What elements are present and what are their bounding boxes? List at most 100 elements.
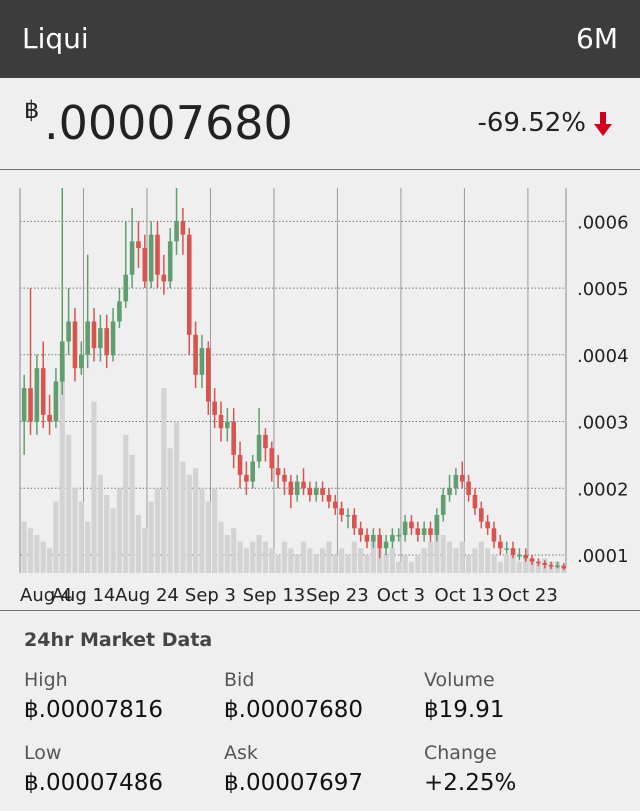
- candle-body: [301, 481, 306, 489]
- candle-body: [199, 348, 205, 375]
- candle-body: [504, 548, 509, 550]
- market-stat: Bid ฿.00007680: [224, 669, 424, 723]
- volume-bar: [504, 554, 510, 573]
- candle-body: [28, 388, 33, 422]
- volume-bar: [453, 548, 459, 573]
- volume-bar: [34, 534, 40, 573]
- range-button[interactable]: 6M: [576, 22, 618, 55]
- y-tick-label: .0004: [577, 346, 629, 367]
- candle-body: [40, 368, 46, 415]
- volume-bar: [383, 554, 389, 573]
- volume-bar: [465, 554, 472, 573]
- volume-bar: [345, 554, 351, 573]
- candle-body: [339, 508, 344, 515]
- volume-bar: [180, 461, 186, 573]
- volume-bar: [459, 541, 465, 573]
- candle-body: [34, 368, 40, 422]
- candle-body: [21, 388, 27, 422]
- price-value: .00007680: [44, 96, 293, 150]
- volume-bar: [104, 494, 110, 573]
- candle-body: [294, 481, 300, 495]
- volume-bar: [427, 541, 434, 573]
- volume-bar: [535, 561, 542, 573]
- y-tick-label: .0003: [577, 413, 629, 434]
- volume-bar: [78, 501, 84, 573]
- volume-bar: [218, 521, 224, 573]
- candle-body: [352, 514, 357, 529]
- volume-bar: [142, 528, 148, 573]
- stat-label: Change: [424, 742, 497, 764]
- candle-body: [193, 334, 198, 375]
- volume-bar: [402, 554, 408, 573]
- candle-body: [212, 401, 217, 415]
- candle-body: [548, 564, 554, 567]
- candle-body: [510, 548, 516, 555]
- candle-body: [459, 474, 465, 482]
- stat-label: Low: [24, 742, 62, 764]
- stat-value: ฿19.91: [424, 697, 505, 723]
- candle-body: [282, 474, 287, 482]
- candle-body: [98, 328, 103, 349]
- volume-bar: [110, 508, 116, 573]
- x-tick-label: Aug 24: [115, 585, 179, 606]
- candle-body: [536, 561, 541, 564]
- candle-body: [517, 554, 522, 557]
- candle-body: [402, 521, 408, 535]
- stat-label: Ask: [224, 742, 258, 764]
- candle-body: [85, 321, 90, 355]
- candle-body: [523, 554, 529, 559]
- candle-body: [377, 534, 383, 549]
- volume-bar: [250, 541, 256, 573]
- volume-bar: [85, 521, 91, 573]
- volume-bar: [91, 401, 97, 573]
- candle-body: [345, 514, 351, 517]
- volume-bar: [192, 468, 199, 573]
- candle-body: [161, 274, 167, 282]
- volume-bar: [237, 541, 243, 573]
- candle-body: [440, 494, 446, 515]
- volume-bar: [59, 354, 65, 573]
- volume-bar: [497, 561, 503, 573]
- volume-bar: [231, 528, 237, 573]
- candle-body: [123, 274, 129, 302]
- volume-bar: [161, 388, 167, 573]
- candle-body: [186, 234, 192, 335]
- stat-label: Volume: [424, 669, 495, 691]
- volume-bar: [472, 548, 478, 573]
- volume-bar: [510, 548, 516, 573]
- volume-bar: [53, 501, 59, 573]
- candle-body: [148, 234, 154, 282]
- candle-body: [364, 534, 370, 542]
- volume-bar: [72, 488, 78, 573]
- stat-value: ฿.00007697: [224, 770, 364, 796]
- volume-bar: [491, 554, 497, 573]
- volume-bar: [243, 548, 249, 573]
- candle-body: [174, 221, 179, 242]
- candle-body: [555, 565, 560, 568]
- volume-bar: [434, 514, 440, 573]
- volume-bar: [224, 534, 230, 573]
- candle-body: [561, 565, 567, 569]
- market-stat: High ฿.00007816: [24, 669, 224, 723]
- candle-body: [218, 414, 224, 429]
- volume-bar: [167, 448, 173, 573]
- candle-body: [428, 528, 433, 535]
- volume-bar: [135, 514, 142, 573]
- volume-bar: [408, 561, 415, 573]
- volume-bar: [262, 541, 269, 573]
- volume-bar: [205, 501, 211, 573]
- candle-body: [466, 481, 471, 495]
- market-stat: Change +2.25%: [424, 742, 624, 796]
- candle-body: [269, 448, 275, 469]
- volume-bar: [300, 541, 307, 573]
- market-stat: Volume ฿19.91: [424, 669, 624, 723]
- volume-bar: [186, 474, 192, 573]
- volume-bar: [307, 548, 313, 573]
- candle-body: [180, 221, 186, 235]
- volume-bar: [97, 474, 103, 573]
- volume-bar: [529, 558, 535, 573]
- candle-body: [491, 528, 497, 542]
- candle-body: [307, 488, 313, 495]
- candle-body: [167, 241, 173, 282]
